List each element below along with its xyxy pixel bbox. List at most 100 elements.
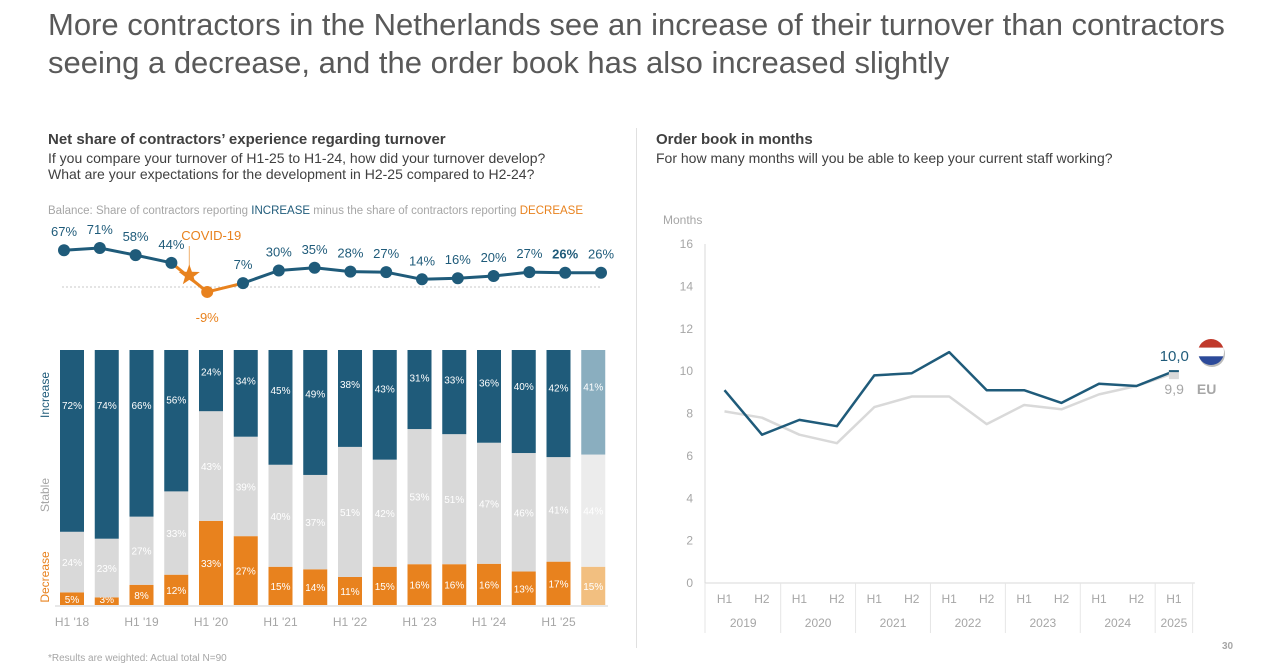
balance-data-label: 71% — [87, 222, 113, 237]
bar-segment-stable — [372, 459, 397, 567]
balance-data-label: 35% — [302, 242, 328, 257]
bar-segment-increase — [372, 350, 397, 460]
orderbook-y-tick-label: 8 — [686, 407, 693, 421]
bar-x-tick-label: H1 '23 — [402, 615, 437, 629]
orderbook-y-tick-label: 12 — [680, 322, 694, 336]
bar-segment-decrease — [129, 584, 154, 605]
bar-segment-stable — [164, 491, 189, 575]
balance-point — [201, 285, 214, 298]
flag-stripe-white — [1198, 347, 1224, 357]
bar-segment-increase — [129, 350, 154, 517]
bar-segment-decrease — [477, 563, 501, 605]
balance-data-label: 14% — [409, 253, 435, 268]
orderbook-x-year-label: 2022 — [955, 616, 982, 630]
bar-segment-decrease — [199, 520, 223, 605]
orderbook-y-tick-label: 2 — [686, 534, 693, 548]
orderbook-end-marker-eu — [1168, 370, 1179, 380]
orderbook-x-year-label: 2019 — [730, 616, 757, 630]
balance-point — [416, 273, 428, 286]
turnover-chart-heading: Net share of contractors’ experience reg… — [48, 131, 446, 148]
orderbook-y-tick-label: 16 — [680, 237, 694, 251]
bar-x-tick-label: H1 '19 — [124, 615, 159, 629]
bar-segment-increase — [233, 350, 258, 437]
bar-x-tick-label: H1 '25 — [541, 615, 576, 629]
orderbook-x-sub-label: H2 — [1054, 592, 1070, 606]
orderbook-x-sub-label: H2 — [829, 592, 845, 606]
balance-data-label: 30% — [266, 245, 292, 260]
bar-segment-stable — [407, 429, 432, 565]
bar-segment-stable — [60, 531, 84, 593]
bar-x-tick-label: H1 '18 — [55, 615, 90, 629]
balance-description: Balance: Share of contractors reporting … — [48, 205, 583, 217]
bar-segment-decrease — [546, 561, 571, 605]
bar-segment-stable — [442, 434, 467, 565]
balance-point — [129, 249, 142, 262]
bar-data-label: 51% — [340, 508, 360, 519]
balance-increase-word: INCREASE — [251, 205, 311, 217]
bar-data-label: 24% — [62, 558, 82, 569]
bar-data-label: 12% — [166, 586, 186, 597]
orderbook-y-axis-title: Months — [663, 213, 702, 227]
bar-data-label: 33% — [444, 375, 464, 386]
orderbook-line-eu — [724, 372, 1175, 445]
bar-data-label: 11% — [340, 587, 359, 598]
bar-data-label: 15% — [270, 582, 290, 593]
balance-point — [58, 244, 70, 257]
bar-legend-decrease: Decrease — [38, 551, 52, 603]
page-title: More contractors in the Netherlands see … — [48, 7, 1225, 80]
covid-star-icon — [178, 264, 200, 285]
bar-segment-decrease — [407, 564, 432, 605]
orderbook-x-sub-label: H1 — [1166, 592, 1182, 606]
bar-segment-stable — [511, 453, 536, 572]
bar-data-label: 23% — [97, 564, 117, 575]
bar-data-label: 44% — [583, 507, 603, 518]
balance-line-segment — [242, 269, 280, 285]
balance-point — [272, 264, 285, 277]
bar-data-label: 33% — [201, 559, 221, 570]
orderbook-x-sub-label: H2 — [904, 592, 920, 606]
orderbook-x-sub-label: H1 — [942, 592, 958, 606]
balance-point — [380, 266, 393, 279]
balance-data-label: -9% — [196, 310, 220, 325]
balance-data-label: 26% — [552, 247, 578, 262]
orderbook-chart-heading: Order book in months — [656, 131, 813, 148]
bar-data-label: 36% — [479, 378, 499, 389]
bar-data-label: 16% — [479, 580, 499, 591]
bar-segment-increase — [60, 350, 84, 532]
bar-data-label: 41% — [583, 383, 603, 394]
bar-segment-decrease — [94, 597, 119, 605]
bar-data-label: 24% — [201, 367, 221, 378]
bar-segment-increase — [164, 350, 189, 492]
bar-data-label: 37% — [305, 518, 325, 529]
bar-data-label: 27% — [131, 547, 151, 558]
balance-data-label: 67% — [51, 224, 77, 239]
bar-data-label: 74% — [97, 401, 117, 412]
bar-segment-increase — [442, 350, 467, 435]
balance-data-label: 27% — [373, 246, 399, 261]
bar-data-label: 56% — [166, 395, 186, 406]
bar-segment-increase — [581, 350, 606, 455]
balance-point — [595, 266, 607, 279]
bar-data-label: 72% — [62, 401, 82, 412]
orderbook-x-year-label: 2023 — [1029, 616, 1056, 630]
bar-data-label: 40% — [270, 512, 290, 523]
bar-segment-increase — [94, 350, 119, 539]
orderbook-x-sub-label: H2 — [979, 592, 995, 606]
balance-point — [93, 242, 106, 254]
balance-point — [344, 265, 357, 278]
bar-data-label: 45% — [270, 386, 290, 397]
bar-x-tick-label: H1 '20 — [194, 615, 229, 629]
flag-stripe-red — [1198, 339, 1224, 348]
orderbook-end-marker-nl — [1168, 370, 1179, 373]
bar-data-label: 49% — [305, 390, 325, 401]
orderbook-x-sub-label: H1 — [717, 592, 733, 606]
orderbook-y-tick-label: 4 — [686, 491, 693, 505]
turnover-charts: 67% 71% 58% 44% -9% 7% 30% 35% 28% 27% 14% 16% 20% 27… — [38, 222, 614, 629]
orderbook-x-year-label: 2020 — [805, 616, 832, 630]
bar-data-label: 3% — [100, 595, 115, 606]
bar-data-label: 14% — [305, 583, 325, 594]
bar-data-label: 41% — [548, 505, 568, 516]
balance-point — [487, 270, 500, 283]
orderbook-x-sub-label: H1 — [1091, 592, 1107, 606]
